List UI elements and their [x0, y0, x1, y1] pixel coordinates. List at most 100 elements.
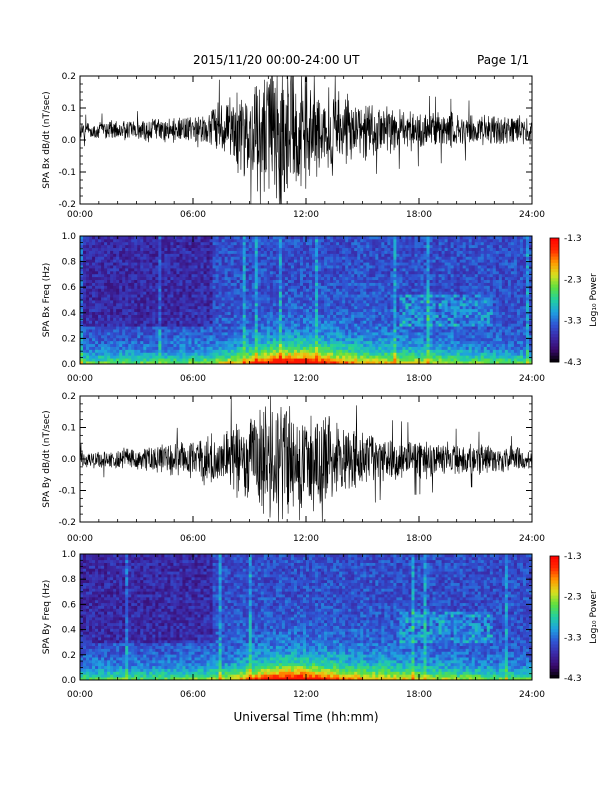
heatmap-cell [302, 314, 307, 318]
heatmap-cell [324, 273, 328, 278]
heatmap-cell [95, 244, 99, 249]
heatmap-cell [131, 329, 135, 333]
heatmap-cell [191, 355, 195, 359]
heatmap-cell [95, 308, 99, 313]
heatmap-cell [164, 320, 168, 324]
heatmap-cell [188, 343, 192, 347]
heatmap-cell [318, 352, 322, 356]
heatmap-cell [387, 334, 391, 339]
heatmap-cell [375, 244, 379, 249]
heatmap-cell [197, 276, 201, 281]
heatmap-cell [312, 259, 316, 263]
heatmap-cell [266, 288, 271, 292]
heatmap-cell [182, 302, 186, 307]
heatmap-cell [299, 288, 304, 292]
heatmap-cell [336, 291, 340, 295]
heatmap-cell [107, 305, 111, 310]
heatmap-cell [309, 241, 313, 246]
heatmap-cell [390, 250, 394, 254]
heatmap-cell [312, 340, 316, 345]
heatmap-cell [345, 282, 349, 286]
heatmap-cell [405, 273, 409, 278]
heatmap-cell [366, 270, 370, 275]
heatmap-cell [360, 343, 364, 347]
heatmap-cell [80, 332, 84, 336]
heatmap-cell [290, 244, 295, 249]
heatmap-cell [197, 343, 201, 347]
heatmap-cell [83, 279, 87, 283]
heatmap-cell [408, 332, 412, 336]
heatmap-cell [122, 340, 126, 345]
heatmap-cell [161, 337, 165, 342]
heatmap-cell [170, 282, 174, 286]
heatmap-cell [203, 238, 207, 243]
heatmap-cell [272, 349, 277, 353]
heatmap-cell [116, 273, 120, 278]
heatmap-cell [272, 311, 277, 315]
heatmap-cell [275, 238, 280, 243]
heatmap-cell [269, 276, 274, 281]
heatmap-cell [209, 329, 213, 333]
heatmap-cell [80, 265, 84, 269]
heatmap-cell [194, 302, 198, 307]
heatmap-cell [161, 238, 165, 243]
heatmap-cell [357, 349, 361, 353]
heatmap-cell [86, 291, 90, 295]
heatmap-cell [266, 302, 271, 307]
heatmap-cell [170, 308, 174, 313]
heatmap-cell [266, 340, 271, 345]
heatmap-cell [191, 343, 195, 347]
heatmap-cell [339, 323, 343, 327]
heatmap-cell [257, 282, 262, 286]
heatmap-cell [215, 250, 220, 254]
heatmap-cell [248, 270, 253, 275]
heatmap-cell [245, 314, 250, 318]
heatmap-cell [89, 300, 93, 304]
heatmap-cell [152, 332, 156, 336]
heatmap-cell [152, 244, 156, 249]
heatmap-cell [92, 302, 96, 307]
heatmap-cell [269, 250, 274, 254]
heatmap-cell [233, 302, 238, 307]
heatmap-cell [339, 302, 343, 307]
heatmap-cell [318, 268, 322, 272]
heatmap-cell [336, 259, 340, 263]
heatmap-cell [203, 236, 207, 240]
heatmap-cell [230, 358, 235, 362]
heatmap-cell [348, 238, 352, 243]
heatmap-cell [315, 241, 319, 246]
heatmap-cell [236, 314, 241, 318]
heatmap-cell [176, 337, 180, 342]
heatmap-cell [164, 317, 168, 321]
heatmap-cell [230, 317, 235, 321]
heatmap-cell [113, 297, 117, 301]
heatmap-cell [290, 358, 295, 362]
heatmap-cell [257, 337, 262, 342]
heatmap-cell [164, 285, 168, 289]
heatmap-cell [152, 349, 156, 353]
heatmap-cell [80, 288, 84, 292]
heatmap-cell [354, 238, 358, 243]
heatmap-cell [179, 288, 183, 292]
heatmap-cell [299, 346, 304, 350]
heatmap-cell [140, 302, 144, 307]
heatmap-cell [128, 355, 132, 359]
heatmap-cell [342, 291, 346, 295]
heatmap-cell [158, 273, 162, 278]
heatmap-cell [116, 358, 120, 362]
heatmap-cell [399, 302, 403, 307]
heatmap-cell [110, 250, 114, 254]
heatmap-cell [357, 343, 361, 347]
heatmap-cell [131, 279, 135, 283]
heatmap-cell [372, 317, 376, 321]
heatmap-cell [402, 346, 406, 350]
heatmap-cell [83, 317, 87, 321]
heatmap-cell [257, 300, 262, 304]
heatmap-cell [173, 273, 177, 278]
heatmap-cell [366, 297, 370, 301]
heatmap-cell [321, 285, 325, 289]
heatmap-cell [89, 326, 93, 330]
heatmap-cell [104, 349, 108, 353]
heatmap-cell [104, 279, 108, 283]
heatmap-cell [161, 314, 165, 318]
